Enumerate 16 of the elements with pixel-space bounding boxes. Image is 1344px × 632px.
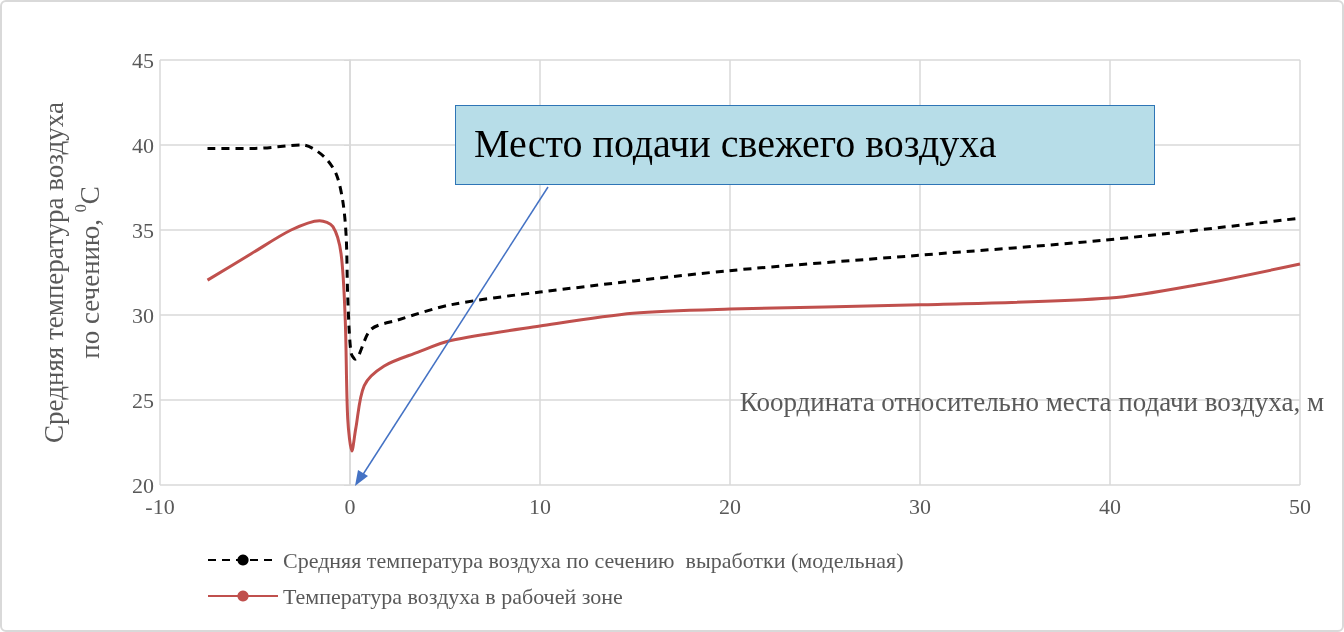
legend-label: Средняя температура воздуха по сечению выработки (модельная) [283,547,904,573]
x-tick-label: 20 [719,493,741,519]
callout-box: Место подачи свежего воздуха [455,105,1155,185]
y-tick-label: 30 [132,302,154,328]
x-tick-label: 10 [529,493,551,519]
y-tick-label: 45 [132,47,154,73]
x-axis-title: Координата относительно места подачи воздуха, м [739,386,1324,417]
y-tick-label: 35 [132,217,154,243]
x-tick-label: 30 [909,493,931,519]
x-tick-label: 40 [1099,493,1121,519]
line-series [206,219,1302,453]
legend-label: Температура воздуха в рабочей зоне [283,583,623,609]
y-tick-label: 40 [132,132,154,158]
x-tick-label: 50 [1289,493,1311,519]
x-tick-label: 0 [344,493,356,519]
y-tick-label: 25 [132,387,154,413]
